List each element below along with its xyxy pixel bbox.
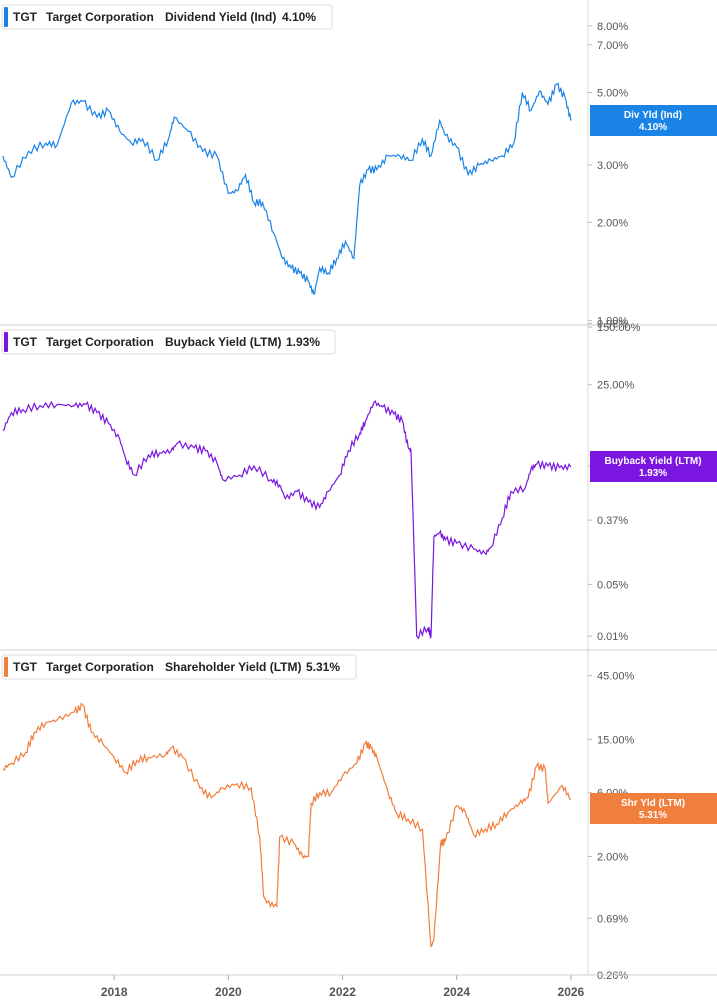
current-value: 4.10% — [282, 10, 316, 24]
shareholder-yield-line — [2, 702, 572, 948]
x-tick-label: 2018 — [101, 985, 128, 999]
y-tick-label: 0.01% — [597, 631, 628, 643]
y-tick-label: 45.00% — [597, 671, 635, 683]
flag-value: 4.10% — [639, 122, 667, 133]
y-axis-dividend: 8.00%7.00%5.00%3.00%2.00%1.00%0.98% — [588, 21, 628, 331]
ticker-label: TGT — [13, 335, 38, 349]
flag-box-dividend — [590, 105, 717, 136]
y-tick-label: 150.00% — [597, 322, 641, 334]
y-tick-label: 8.00% — [597, 21, 628, 33]
series-color-bar-dividend — [4, 7, 8, 27]
header-dividend: TGT Target Corporation Dividend Yield (I… — [1, 4, 333, 30]
series-color-bar-buyback — [4, 332, 8, 352]
panel-buyback-yield: 150.00%25.00%2.00%0.37%0.05%0.01% TGT Ta… — [1, 322, 717, 650]
flag-label: Div Yld (Ind) — [624, 110, 682, 121]
company-label: Target Corporation — [46, 10, 154, 24]
y-tick-label: 3.00% — [597, 160, 628, 172]
x-tick-label: 2020 — [215, 985, 242, 999]
header-box-buyback — [1, 329, 336, 355]
metric-label: Buyback Yield (LTM) — [165, 335, 281, 349]
y-tick-label: 7.00% — [597, 40, 628, 52]
header-shareholder: TGT Target Corporation Shareholder Yield… — [1, 654, 357, 680]
header-box-shareholder — [1, 654, 357, 680]
y-tick-label: 0.37% — [597, 515, 628, 527]
buyback-yield-line — [2, 400, 572, 640]
current-value: 5.31% — [306, 660, 340, 674]
current-value: 1.93% — [286, 335, 320, 349]
y-tick-label: 0.26% — [597, 970, 628, 982]
y-axis-shareholder: 45.00%15.00%6.00%2.00%0.69%0.26% — [588, 671, 635, 982]
x-axis: 2018 2020 2022 2024 2026 — [101, 975, 585, 999]
value-flag-shareholder: Shr Yld (LTM) 5.31% — [590, 793, 717, 824]
y-tick-label: 0.05% — [597, 579, 628, 591]
x-tick-label: 2024 — [443, 985, 470, 999]
flag-value: 5.31% — [639, 810, 667, 821]
dividend-yield-line — [2, 82, 572, 295]
header-box-dividend — [1, 4, 333, 30]
flag-label: Shr Yld (LTM) — [621, 798, 685, 809]
company-label: Target Corporation — [46, 660, 154, 674]
company-label: Target Corporation — [46, 335, 154, 349]
panel-shareholder-yield: 45.00%15.00%6.00%2.00%0.69%0.26% TGT Tar… — [1, 650, 717, 982]
header-buyback: TGT Target Corporation Buyback Yield (LT… — [1, 329, 336, 355]
ticker-label: TGT — [13, 10, 38, 24]
flag-label: Buyback Yield (LTM) — [604, 456, 701, 467]
flag-box-shareholder — [590, 793, 717, 824]
y-tick-label: 15.00% — [597, 734, 635, 746]
y-tick-label: 0.69% — [597, 913, 628, 925]
x-tick-label: 2022 — [329, 985, 356, 999]
value-flag-dividend: Div Yld (Ind) 4.10% — [590, 105, 717, 136]
y-tick-label: 5.00% — [597, 87, 628, 99]
series-color-bar-shareholder — [4, 657, 8, 677]
value-flag-buyback: Buyback Yield (LTM) 1.93% — [590, 451, 717, 482]
ticker-label: TGT — [13, 660, 38, 674]
y-tick-label: 2.00% — [597, 852, 628, 864]
y-axis-buyback: 150.00%25.00%2.00%0.37%0.05%0.01% — [588, 322, 641, 643]
panel-dividend-yield: 8.00%7.00%5.00%3.00%2.00%1.00%0.98% TGT … — [1, 0, 717, 331]
x-tick-label: 2026 — [558, 985, 585, 999]
flag-value: 1.93% — [639, 468, 667, 479]
metric-label: Shareholder Yield (LTM) — [165, 660, 301, 674]
y-tick-label: 25.00% — [597, 380, 635, 392]
metric-label: Dividend Yield (Ind) — [165, 10, 276, 24]
y-tick-label: 2.00% — [597, 217, 628, 229]
flag-box-buyback — [590, 451, 717, 482]
